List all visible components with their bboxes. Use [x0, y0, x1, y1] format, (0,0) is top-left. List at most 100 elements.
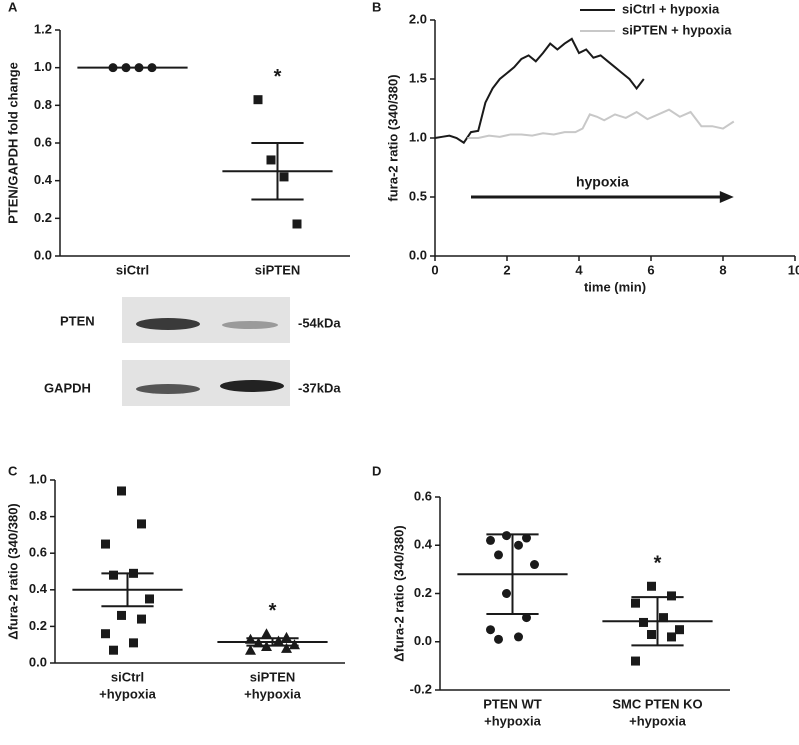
- x-tick-label: +hypoxia: [244, 686, 301, 701]
- point: [101, 629, 110, 639]
- point: [245, 644, 256, 655]
- error-bar: [251, 142, 304, 201]
- x-tick-label: +hypoxia: [484, 713, 541, 728]
- point: [117, 610, 126, 620]
- x-tick-label: 4: [575, 262, 583, 277]
- point: [266, 155, 276, 165]
- y-tick-label: 0.4: [29, 581, 48, 596]
- y-tick-label: 0.8: [34, 97, 52, 112]
- y-tick-label: 1.0: [29, 471, 47, 486]
- point: [639, 617, 648, 627]
- point: [522, 613, 531, 623]
- x-axis-label: time (min): [584, 279, 646, 294]
- series-line: [467, 108, 735, 139]
- point: [145, 594, 154, 604]
- y-axis-label: fura-2 ratio (340/380): [385, 74, 400, 201]
- x-tick-label: siPTEN: [250, 669, 296, 684]
- y-tick-label: 0.0: [409, 247, 427, 262]
- y-tick-label: 0.6: [29, 545, 47, 560]
- x-tick-label: siCtrl: [111, 669, 144, 684]
- point: [281, 642, 292, 653]
- significance: *: [654, 553, 662, 575]
- point: [486, 535, 495, 545]
- point: [109, 645, 118, 655]
- y-tick-label: 0.2: [414, 585, 432, 600]
- y-axis-label: Δfura-2 ratio (340/380): [5, 503, 20, 640]
- point: [109, 570, 118, 580]
- error-bar: [486, 533, 539, 616]
- x-tick-label: 2: [503, 262, 510, 277]
- legend-label: siPTEN + hypoxia: [622, 22, 732, 37]
- y-tick-label: 0.4: [34, 172, 53, 187]
- x-tick-label: +hypoxia: [99, 686, 156, 701]
- point: [494, 634, 503, 644]
- series-line: [434, 37, 645, 145]
- point: [514, 540, 523, 550]
- point: [675, 625, 684, 635]
- blot-band: [136, 318, 200, 330]
- significance: *: [269, 600, 277, 622]
- y-tick-label: 1.0: [409, 129, 427, 144]
- blot-size: -54kDa: [298, 315, 341, 330]
- y-tick-label: 0.2: [34, 210, 52, 225]
- point: [502, 531, 511, 541]
- point: [647, 581, 656, 591]
- x-tick-label: siPTEN: [255, 262, 301, 277]
- point: [659, 613, 668, 623]
- point: [667, 632, 676, 642]
- y-tick-label: 0.0: [34, 247, 52, 262]
- x-tick-label: siCtrl: [116, 262, 149, 277]
- point: [137, 519, 146, 529]
- arrow-head: [719, 191, 734, 203]
- x-tick-label: 8: [719, 262, 726, 277]
- y-tick-label: 1.2: [34, 21, 52, 36]
- significance: *: [274, 66, 282, 88]
- panel-letter: C: [8, 463, 18, 478]
- y-tick-label: 0.0: [414, 633, 432, 648]
- point: [486, 625, 495, 635]
- legend-label: siCtrl + hypoxia: [622, 1, 720, 16]
- point: [273, 635, 284, 646]
- point: [279, 172, 289, 182]
- point: [530, 560, 539, 570]
- blot-band: [222, 321, 278, 329]
- x-tick-label: PTEN WT: [483, 696, 542, 711]
- x-tick-label: 0: [431, 262, 438, 277]
- y-tick-label: 1.5: [409, 70, 427, 85]
- panel-letter: D: [372, 463, 381, 478]
- y-tick-label: 0.2: [29, 618, 47, 633]
- point: [253, 95, 263, 105]
- x-tick-label: 10: [788, 262, 799, 277]
- blot-band: [136, 384, 200, 394]
- y-tick-label: 0.6: [414, 488, 432, 503]
- x-tick-label: +hypoxia: [629, 713, 686, 728]
- point: [117, 486, 126, 496]
- point: [292, 219, 302, 229]
- panel-letter: B: [372, 0, 381, 14]
- x-tick-label: SMC PTEN KO: [612, 696, 702, 711]
- blot-band: [220, 380, 284, 392]
- y-tick-label: 0.0: [29, 654, 47, 669]
- point: [129, 638, 138, 648]
- point: [101, 539, 110, 549]
- point: [137, 614, 146, 624]
- blot-label: PTEN: [60, 313, 95, 328]
- point: [647, 630, 656, 640]
- x-tick-label: 6: [647, 262, 654, 277]
- point: [494, 550, 503, 560]
- western-blot: PTEN -54kDa GAPDH -37kDa: [44, 297, 341, 406]
- blot-size: -37kDa: [298, 380, 341, 395]
- blot-label: GAPDH: [44, 380, 91, 395]
- panel-letter: A: [8, 0, 18, 14]
- y-tick-label: 0.5: [409, 188, 427, 203]
- point: [281, 631, 292, 642]
- point: [631, 598, 640, 608]
- error-bar: [101, 572, 154, 608]
- y-axis-label: Δfura-2 ratio (340/380): [391, 525, 406, 662]
- point: [667, 591, 676, 601]
- error-bar: [246, 637, 299, 647]
- y-tick-label: 0.8: [29, 508, 47, 523]
- y-axis-label: PTEN/GAPDH fold change: [5, 62, 20, 224]
- y-tick-label: 1.0: [34, 59, 52, 74]
